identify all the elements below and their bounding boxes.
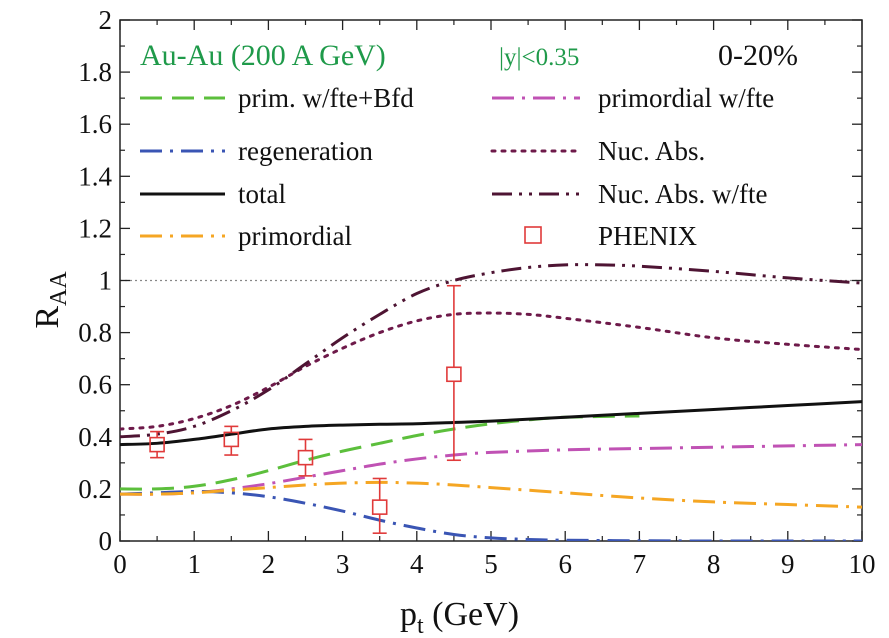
y-tick-label: 0.4	[78, 422, 112, 452]
series-layer	[120, 263, 862, 541]
legend-entry: Nuc. Abs.	[490, 136, 705, 166]
y-tick-label: 0.8	[78, 318, 112, 348]
x-axis-title: pt (GeV)	[400, 596, 519, 638]
y-tick-label: 1	[99, 266, 113, 296]
x-tick-label: 5	[484, 549, 498, 579]
y-tick-label: 1.6	[78, 109, 112, 139]
y-tick-label: 1.4	[78, 161, 112, 191]
y-tick-label: 1.8	[78, 57, 112, 87]
y-tick-label: 0.6	[78, 370, 112, 400]
legend-entry: primordial	[140, 221, 352, 251]
phenix-data-point	[297, 438, 314, 477]
x-tick-label: 6	[558, 549, 572, 579]
legend-entry: PHENIX	[524, 221, 697, 251]
phenix-data-point	[371, 477, 388, 534]
svg-text:RAA: RAA	[29, 271, 72, 329]
phenix-marker	[371, 499, 388, 515]
x-tick-label: 4	[410, 549, 424, 579]
x-tick-label: 10	[849, 549, 876, 579]
legend: prim. w/fte+Bfd regeneration total primordi…	[140, 83, 774, 251]
phenix-data-point	[149, 430, 165, 459]
x-tick-label: 0	[113, 549, 127, 579]
x-tick-label: 1	[187, 549, 201, 579]
series-line-total	[120, 400, 862, 447]
phenix-points-layer	[149, 284, 462, 534]
legend-label: primordial	[238, 221, 352, 251]
legend-entry: primordial w/fte	[492, 83, 774, 113]
phenix-data-point	[446, 284, 462, 462]
legend-label: total	[238, 179, 286, 209]
legend-label: prim. w/fte+Bfd	[238, 83, 414, 113]
centrality-label: 0-20%	[718, 39, 798, 72]
legend-label: Nuc. Abs.	[598, 136, 705, 166]
x-tick-label: 9	[781, 549, 795, 579]
x-tick-label: 3	[336, 549, 350, 579]
series-line-prim-w-fte-bfd	[120, 414, 640, 491]
x-tick-label: 8	[707, 549, 721, 579]
x-tick-label: 7	[633, 549, 647, 579]
phenix-marker	[223, 431, 240, 448]
legend-label: primordial w/fte	[598, 83, 774, 113]
legend-label: PHENIX	[598, 221, 697, 251]
chart-title: Au-Au (200 A GeV)	[140, 39, 386, 72]
legend-entry: regeneration	[140, 136, 373, 166]
y-tick-label: 1.2	[78, 213, 112, 243]
legend-entry: Nuc. Abs. w/fte	[492, 179, 767, 209]
phenix-data-point	[223, 425, 240, 456]
legend-entry: total	[140, 179, 286, 209]
y-tick-label: 0.2	[78, 474, 112, 504]
legend-swatch	[524, 226, 542, 244]
legend-label: regeneration	[238, 136, 373, 166]
y-tick-label: 2	[99, 5, 113, 35]
series-line-regeneration	[120, 489, 862, 541]
legend-label: Nuc. Abs. w/fte	[598, 179, 767, 209]
axes: 0 1 2 3 4 5 6 7 8 9 10 0 0.2 0.4 0.6 0.8 1 1.2 1.4 1.6 1.8 2	[78, 5, 875, 579]
y-tick-label: 0	[99, 526, 113, 556]
phenix-marker	[446, 366, 462, 383]
series-line-primordial	[120, 480, 862, 509]
chart-subtitle: |y|<0.35	[499, 44, 579, 71]
series-line-nuc-abs-w-fte	[120, 263, 862, 439]
x-tick-label: 2	[262, 549, 276, 579]
phenix-marker	[297, 449, 314, 466]
legend-entry: prim. w/fte+Bfd	[140, 83, 414, 113]
series-line-nuc-abs	[120, 311, 862, 431]
phenix-marker	[149, 436, 165, 453]
y-axis-title: RAA	[29, 271, 72, 329]
